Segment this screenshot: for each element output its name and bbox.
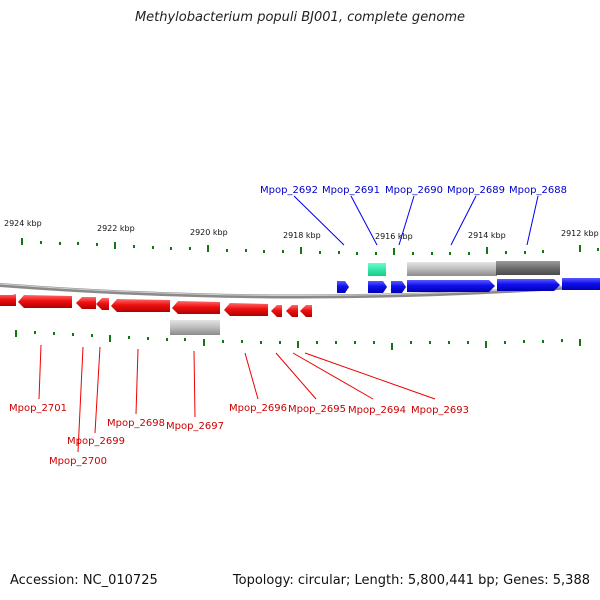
genome-summary-text: Topology: circular; Length: 5,800,441 bp…: [232, 573, 590, 588]
lower-grey-feature: [170, 320, 220, 335]
forward-gene-mpop-2689[interactable]: [407, 280, 495, 292]
scale-label-2922kbp: 2922 kbp: [97, 224, 135, 233]
gene-label-mpop-2691[interactable]: Mpop_2691: [322, 185, 380, 196]
reverse-gene-mpop-2696[interactable]: [224, 303, 268, 316]
genome-title: Methylobacterium populi BJ001, complete …: [134, 10, 466, 25]
reverse-gene-mpop-2695[interactable]: [271, 305, 282, 317]
scale-label-2920kbp: 2920 kbp: [190, 228, 228, 237]
gene-label-mpop-2701[interactable]: Mpop_2701: [9, 403, 67, 414]
gene-label-mpop-2695[interactable]: Mpop_2695: [288, 404, 346, 415]
gene-label-mpop-2699[interactable]: Mpop_2699: [67, 436, 125, 447]
gene-label-mpop-2688[interactable]: Mpop_2688: [509, 185, 567, 196]
scale-label-2914kbp: 2914 kbp: [468, 231, 506, 240]
reverse-gene-mpop-2700[interactable]: [18, 295, 72, 308]
reverse-gene-mpop-2698-small[interactable]: [96, 298, 109, 310]
lower-scale-ticks: [15, 330, 581, 350]
reverse-leader-lines: [38, 344, 436, 453]
scale-label-2916kbp: 2916 kbp: [375, 232, 413, 241]
scale-label-2924kbp: 2924 kbp: [4, 219, 42, 228]
forward-gene-mpop-2692[interactable]: [337, 281, 349, 293]
reverse-gene-mpop-2699[interactable]: [76, 297, 96, 309]
reverse-gene-mpop-2697[interactable]: [172, 301, 220, 314]
forward-gene-track: [337, 278, 600, 293]
reverse-gene-mpop-2693[interactable]: [300, 305, 312, 317]
gene-label-mpop-2698[interactable]: Mpop_2698: [107, 418, 165, 429]
forward-gene-mpop-2691[interactable]: [368, 281, 387, 293]
reverse-gene-mpop-2694[interactable]: [286, 305, 298, 317]
upper-scale-ticks: [21, 238, 599, 255]
forward-leader-lines: [293, 195, 539, 246]
gene-label-mpop-2696[interactable]: Mpop_2696: [229, 403, 287, 414]
forward-gene-mpop-2690[interactable]: [391, 281, 406, 293]
accession-text: Accession: NC_010725: [10, 573, 158, 588]
gene-label-mpop-2700[interactable]: Mpop_2700: [49, 456, 107, 467]
upper-grey-feature-light: [407, 262, 497, 276]
gene-label-mpop-2694[interactable]: Mpop_2694: [348, 405, 406, 416]
gene-label-mpop-2690[interactable]: Mpop_2690: [385, 185, 443, 196]
scale-label-2918kbp: 2918 kbp: [283, 231, 321, 240]
rna-gene-mpop-2691[interactable]: [368, 263, 386, 276]
forward-gene-mpop-2688[interactable]: [497, 279, 560, 291]
scale-label-2912kbp: 2912 kbp: [561, 229, 599, 238]
reverse-gene-mpop-2701[interactable]: [0, 294, 16, 306]
gene-label-mpop-2697[interactable]: Mpop_2697: [166, 421, 224, 432]
upper-grey-feature-dark: [496, 261, 560, 275]
gene-label-mpop-2693[interactable]: Mpop_2693: [411, 405, 469, 416]
gene-label-mpop-2692[interactable]: Mpop_2692: [260, 185, 318, 196]
reverse-gene-track: [0, 294, 312, 317]
reverse-gene-mpop-2698[interactable]: [111, 299, 170, 312]
forward-gene-next[interactable]: [562, 278, 600, 290]
gene-label-mpop-2689[interactable]: Mpop_2689: [447, 185, 505, 196]
